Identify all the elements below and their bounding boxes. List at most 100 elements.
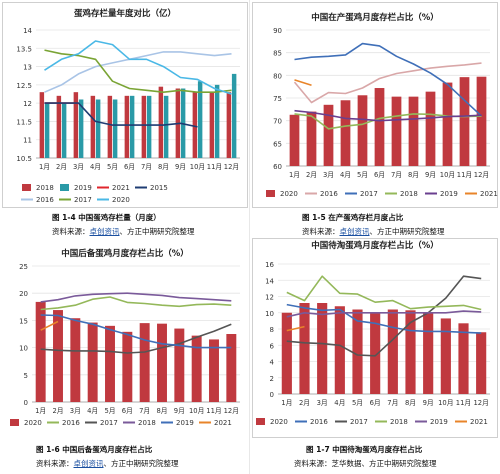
line-2021 [286,325,305,332]
y-tick-label: 70 [273,118,282,126]
chart-svg: 中国待淘蛋鸡月度存栏占比（%） 0 2 4 6 8 10 12 14 16 1月 2月 3月 4月 5月 6月… [252,238,498,438]
legend-label: 2018 [390,418,408,426]
bar-2018 [107,95,113,158]
legend-item-2016: 2016 [21,196,54,204]
bar-2020 [70,318,81,402]
source-link[interactable]: 卓创资讯 [339,227,370,236]
x-tick-label: 5月 [352,399,363,407]
chart-frame [252,238,498,438]
y-tick-label: 12 [265,294,274,302]
legend-label: 2016 [320,190,338,198]
x-tick-label: 3月 [323,171,334,179]
line-2018 [286,275,482,311]
x-tick-label: 1月 [39,163,50,171]
x-tick-label: 10月 [189,407,204,415]
x-tick-label: 1月 [281,399,292,407]
bar-2020 [357,95,368,166]
bar-2018 [141,95,147,158]
legend-label: 2016 [62,419,80,427]
x-tick-label: 8月 [405,399,416,407]
legend-item-2018: 2018 [385,190,418,198]
x-tick-label: 4月 [340,171,351,179]
x-tick-label: 12月 [474,171,489,179]
legend-item-2018: 2018 [375,418,408,426]
legend-swatch [10,419,19,426]
x-tick-label: 5月 [107,163,118,171]
legend-label: 2020 [112,196,130,204]
bar-2019 [95,99,101,158]
bar-2020 [458,323,469,394]
legend-label: 2017 [360,190,378,198]
source-link[interactable]: 卓创资讯 [89,227,120,236]
legend-swatch [22,184,31,191]
legend-label: 2021 [480,190,498,198]
x-tick-label: 12月 [224,163,239,171]
legend-swatch [266,190,275,197]
y-tick-label: 0 [24,399,28,407]
line-2019 [286,310,482,318]
source-line: 资料来源：卓创资讯、方正中期研究院整理 [52,227,195,236]
legend-item-2016: 2016 [47,419,80,427]
y-tick-label: 90 [273,27,282,35]
x-tick-label: 4月 [87,407,98,415]
bar-2018 [56,95,62,158]
x-tick-label: 2月 [52,407,63,415]
legend-item-2019: 2019 [415,418,448,426]
legend-item-2017: 2017 [59,196,92,204]
bar-2020 [425,91,436,166]
source-link[interactable]: 卓创资讯 [73,459,104,468]
bar-2020 [323,104,334,166]
bar-2019 [112,99,118,158]
figure-title: 图 1-6 中国后备蛋鸡月度存栏占比 [36,445,153,454]
x-tick-label: 9月 [423,399,434,407]
y-tick-label: 80 [273,72,282,80]
line-2016 [40,296,232,311]
x-tick-label: 8月 [158,163,169,171]
bar-2019 [146,95,152,158]
bar-2020 [139,323,150,402]
line-2016 [286,303,482,334]
y-tick-label: 16 [265,261,274,269]
bar-2020 [423,312,434,394]
chart-title: 中国在产蛋鸡月度存栏占比（%） [311,12,439,23]
y-tick-label: 14 [23,27,32,35]
bar-2020 [476,332,487,394]
bar-2018 [192,92,198,158]
y-tick-label: 5 [24,372,28,380]
chart-culled-hen-share: 中国待淘蛋鸡月度存栏占比（%） 0 2 4 6 8 10 12 14 16 1月 2月 3月 4月 5月 6月… [252,238,498,438]
bar-2020 [374,88,385,166]
legend-item-2019: 2019 [161,419,194,427]
y-tick-label: 25 [19,263,28,271]
bar-2020 [281,312,292,394]
legend-label: 2020 [270,418,288,426]
y-tick-label: 4 [270,359,275,367]
chart-frame [2,2,248,208]
figure-title: 图 1-5 在产蛋鸡存栏月度占比 [302,213,404,222]
x-tick-label: 6月 [122,407,133,415]
y-tick-label: 85 [273,50,282,58]
y-tick-label: 75 [273,95,282,103]
y-tick-label: 12 [23,100,32,108]
chart-svg: 中国在产蛋鸡月度存栏占比（%） 60 65 70 75 80 85 90 1月 2月 3月 4月 5月 6… [252,2,498,208]
bar-2018 [158,86,164,158]
x-tick-label: 5月 [104,407,115,415]
legend-item-2020: 2020 [10,419,42,427]
y-tick-label: 11 [23,137,32,145]
line-2021 [294,79,312,87]
y-tick-label: 14 [265,277,274,285]
bar-2020 [105,325,115,402]
x-tick-label: 2月 [306,171,317,179]
line-2019 [294,109,482,122]
x-tick-label: 1月 [289,171,300,179]
x-tick-label: 9月 [425,171,436,179]
bar-2020 [317,303,328,394]
line-2017 [286,275,482,357]
caption-fig-1-6: 图 1-6 中国后备蛋鸡月度存栏占比 资料来源：卓创资讯、方正中期研究院整理 [36,444,179,468]
legend-swatch [256,418,265,425]
x-tick-label: 2月 [56,163,67,171]
chart-title: 中国后备蛋鸡月度存栏占比（%） [61,248,189,259]
legend-label: 2015 [150,184,168,192]
y-tick-label: 60 [273,163,282,171]
x-tick-label: 11月 [457,171,472,179]
bar-2020 [35,301,46,402]
